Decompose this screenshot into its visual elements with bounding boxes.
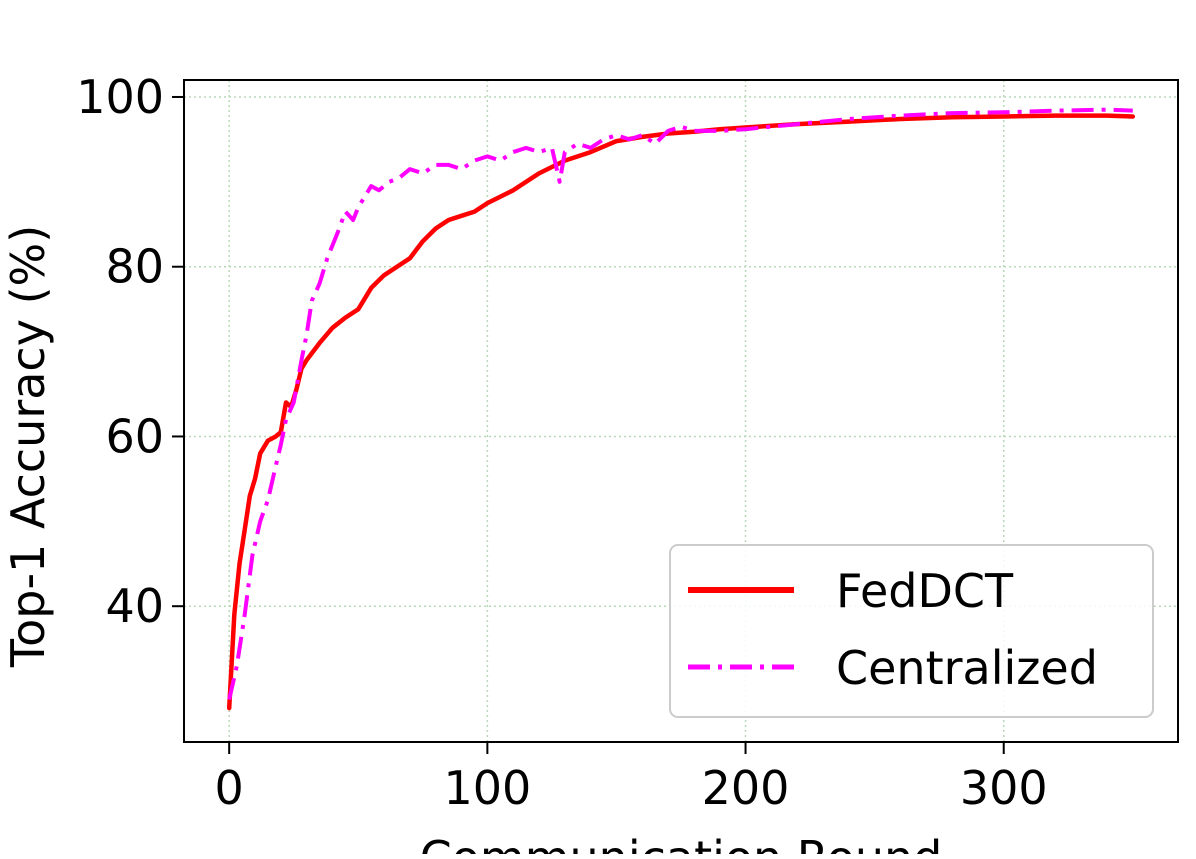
- series-line-centralized: [227, 107, 1133, 701]
- tick-layer: 0 100 200 300 40 60 80 100: [76, 70, 1047, 815]
- legend-label-centralized: Centralized: [836, 641, 1098, 695]
- legend: FedDCT Centralized: [669, 544, 1154, 718]
- x-tick-label: 100: [443, 761, 531, 815]
- x-axis-label: Communication Round: [420, 831, 943, 854]
- series-line-feddct: [226, 113, 1136, 711]
- plot-frame: [183, 79, 1179, 743]
- series-layer: [226, 107, 1136, 711]
- x-tick-label: 300: [960, 761, 1048, 815]
- x-tick-label: 200: [702, 761, 790, 815]
- y-tick-label: 40: [105, 579, 164, 633]
- legend-label-feddct: FedDCT: [836, 564, 1014, 618]
- y-tick-label: 100: [76, 70, 164, 124]
- y-tick-label: 80: [105, 240, 164, 294]
- y-tick-label: 60: [105, 409, 164, 463]
- y-axis-label: Top-1 Accuracy (%): [1, 225, 55, 668]
- x-tick-label: 0: [215, 761, 244, 815]
